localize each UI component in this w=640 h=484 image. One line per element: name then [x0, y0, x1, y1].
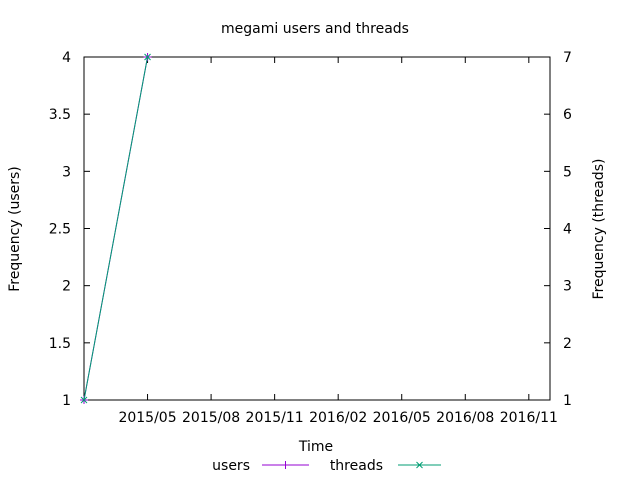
y-left-tick-label: 1.5	[49, 336, 71, 352]
legend-label-users: users	[212, 458, 250, 474]
y-right-tick-label: 7	[563, 50, 572, 66]
y-left-tick-label: 4	[62, 50, 71, 66]
y-right-axis-ticks: 1 2 3 4 5 6 7	[544, 50, 572, 409]
x-tick-label: 2016/05	[373, 410, 431, 426]
legend-label-threads: threads	[330, 458, 383, 474]
legend-swatch-users	[262, 461, 309, 469]
y-left-tick-label: 2	[62, 279, 71, 295]
y-left-tick-label: 3.5	[49, 107, 71, 123]
chart-title: megami users and threads	[221, 21, 409, 37]
x-axis-ticks: 2015/05 2015/08 2015/11 2016/02 2016/05 2016/…	[118, 57, 558, 426]
x-tick-label: 2015/11	[246, 410, 304, 426]
legend-marker	[281, 461, 290, 469]
legend-swatch-threads	[398, 461, 441, 469]
x-axis-label: Time	[298, 439, 333, 455]
data-point-threads	[80, 396, 88, 404]
x-tick-label: 2016/11	[500, 410, 558, 426]
y-right-tick-label: 2	[563, 336, 572, 352]
y-right-tick-label: 1	[563, 393, 572, 409]
y-right-axis-label: Frequency (threads)	[591, 159, 607, 300]
x-tick-label: 2015/05	[118, 410, 176, 426]
x-tick-label: 2015/08	[182, 410, 240, 426]
y-left-axis-ticks: 1 1.5 2 2.5 3 3.5 4	[49, 50, 90, 409]
data-point-threads	[144, 53, 151, 61]
y-right-tick-label: 6	[563, 107, 572, 123]
legend-marker	[416, 461, 423, 469]
y-right-tick-label: 5	[563, 164, 572, 180]
plot-frame	[83, 56, 551, 401]
x-tick-label: 2016/08	[436, 410, 494, 426]
y-left-tick-label: 3	[62, 164, 71, 180]
series-line-threads	[83, 56, 149, 401]
legend: users threads	[212, 458, 441, 474]
y-left-tick-label: 1	[62, 393, 71, 409]
y-left-axis-label: Frequency (users)	[7, 166, 23, 292]
y-left-tick-label: 2.5	[49, 222, 71, 238]
x-tick-label: 2016/02	[309, 410, 367, 426]
y-right-tick-label: 4	[563, 222, 572, 238]
y-right-tick-label: 3	[563, 279, 572, 295]
series-layer	[80, 53, 152, 404]
